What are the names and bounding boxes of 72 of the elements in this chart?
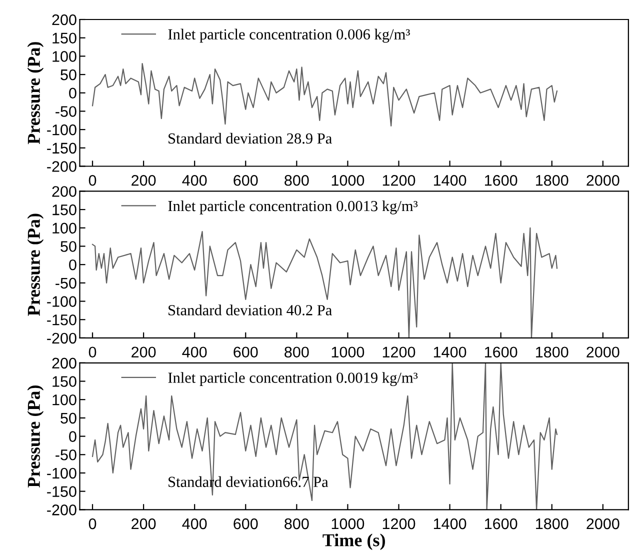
- x-tick-label: 800: [284, 346, 309, 358]
- x-tick-label: 200: [132, 518, 156, 530]
- x-tick-label: 400: [182, 174, 207, 186]
- x-tick-label: 200: [132, 174, 156, 186]
- y-tick-label: -150: [47, 142, 76, 154]
- annotation: Standard deviation 40.2 Pa: [168, 304, 332, 316]
- y-tick-label: -50: [56, 278, 76, 289]
- x-tick-label: 1000: [332, 346, 364, 358]
- x-tick-label: 1400: [434, 518, 466, 530]
- y-tick-label: 100: [52, 394, 76, 406]
- x-tick-label: 0: [88, 174, 96, 186]
- annotation: Standard deviation 28.9 Pa: [168, 132, 332, 144]
- x-tick-label: 1400: [434, 346, 466, 358]
- x-tick-label: 1200: [382, 174, 416, 186]
- y-tick-label: 0: [69, 88, 76, 99]
- y-axis-title: Pressure (Pa): [27, 386, 44, 488]
- y-tick-label: -50: [56, 449, 76, 460]
- x-axis-title: Time (s): [322, 534, 385, 550]
- y-axis-title: Pressure (Pa): [27, 42, 44, 144]
- x-tick-label: 400: [182, 346, 207, 358]
- x-tick-label: 600: [234, 174, 258, 186]
- y-tick-label: 50: [60, 412, 76, 424]
- y-tick-label: -150: [47, 314, 76, 326]
- x-tick-label: 2000: [586, 518, 620, 530]
- x-tick-label: 1600: [485, 518, 518, 530]
- x-tick-label: 1400: [434, 174, 466, 186]
- line-series: [92, 227, 558, 338]
- y-tick-label: 0: [69, 259, 76, 270]
- y-tick-label: -50: [56, 106, 76, 117]
- x-tick-label: 200: [132, 346, 156, 358]
- y-tick-label: -200: [47, 161, 76, 172]
- x-tick-label: 1200: [382, 346, 416, 358]
- y-tick-label: -100: [47, 296, 76, 307]
- x-tick-label: 1600: [485, 346, 518, 358]
- y-tick-label: 100: [52, 222, 76, 234]
- legend-label: Inlet particle concentration 0.006 kg/m³: [168, 28, 410, 43]
- x-tick-label: 400: [182, 518, 207, 530]
- x-tick-label: 1600: [485, 174, 518, 186]
- x-tick-label: 1800: [536, 174, 568, 186]
- y-tick-label: 150: [52, 204, 76, 216]
- y-tick-label: 150: [52, 32, 76, 44]
- y-tick-label: 50: [60, 69, 76, 80]
- x-tick-label: 600: [234, 518, 258, 530]
- y-tick-label: -200: [47, 504, 76, 516]
- y-tick-label: 50: [60, 241, 76, 252]
- y-tick-label: -100: [47, 124, 76, 136]
- x-tick-label: 1000: [332, 174, 364, 186]
- x-tick-label: 1200: [382, 518, 416, 530]
- x-tick-label: 0: [88, 346, 96, 358]
- line-series: [92, 362, 558, 510]
- x-tick-label: 800: [284, 174, 309, 186]
- y-tick-label: 100: [52, 51, 76, 62]
- x-tick-label: 1000: [332, 518, 364, 530]
- y-tick-label: 200: [52, 358, 76, 369]
- x-tick-label: 0: [88, 518, 96, 530]
- x-tick-label: 800: [284, 518, 309, 530]
- y-tick-label: -150: [47, 486, 76, 497]
- x-tick-label: 1800: [536, 518, 568, 530]
- y-tick-label: 0: [69, 431, 76, 442]
- y-tick-label: 150: [52, 376, 76, 387]
- y-axis-title: Pressure (Pa): [27, 214, 44, 316]
- line-series: [92, 62, 558, 126]
- x-tick-label: 1800: [536, 346, 568, 358]
- x-tick-label: 2000: [586, 174, 620, 186]
- x-tick-label: 600: [234, 346, 258, 358]
- y-tick-label: 200: [52, 14, 76, 26]
- y-tick-label: 200: [52, 186, 76, 197]
- y-tick-label: -200: [47, 332, 76, 344]
- x-tick-label: 2000: [586, 346, 620, 358]
- legend-label: Inlet particle concentration 0.0013 kg/m³: [168, 200, 418, 214]
- y-tick-label: -100: [47, 468, 76, 479]
- legend-label: Inlet particle concentration 0.0019 kg/m³: [168, 372, 418, 386]
